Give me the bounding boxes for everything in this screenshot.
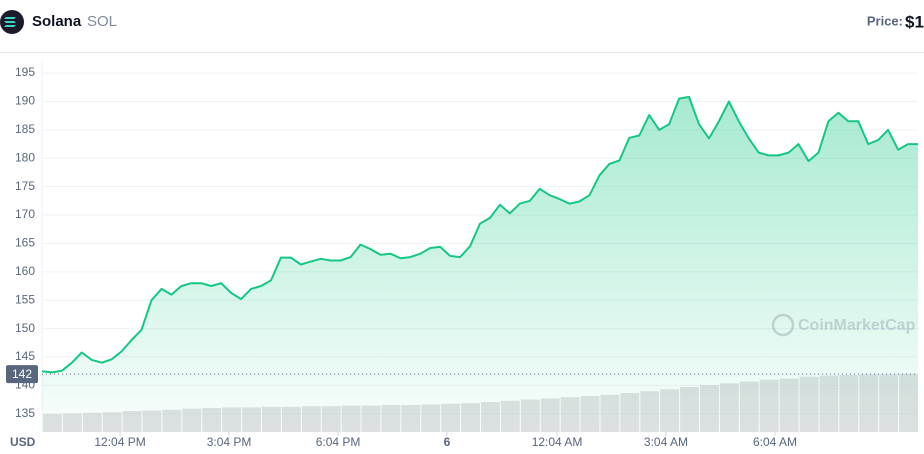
y-tick-label: 195	[15, 65, 35, 79]
price-area	[42, 96, 918, 433]
logo-mark	[4, 17, 16, 27]
x-tick-label: 12:04 PM	[94, 435, 145, 449]
y-tick-label: 135	[15, 406, 35, 420]
reference-label-bg	[6, 365, 38, 384]
y-tick-label: 180	[15, 150, 35, 164]
y-tick-label: 175	[15, 179, 35, 193]
x-tick-label: 6	[444, 435, 451, 449]
watermark-logo	[771, 313, 795, 337]
y-tick-label: 185	[15, 122, 35, 136]
y-tick-label: 145	[15, 349, 35, 363]
currency-label: USD	[10, 435, 36, 449]
x-tick-label: 6:04 AM	[753, 435, 797, 449]
x-tick-label: 3:04 AM	[644, 435, 688, 449]
price-label: Price:	[867, 13, 903, 28]
x-tick-label: 3:04 PM	[207, 435, 252, 449]
coin-name: Solana	[32, 13, 82, 30]
x-tick-label: 12:04 AM	[532, 435, 583, 449]
y-tick-label: 190	[15, 94, 35, 108]
y-tick-label: 165	[15, 236, 35, 250]
y-tick-label: 150	[15, 321, 35, 335]
price: $1	[905, 12, 924, 31]
y-tick-label: 170	[15, 207, 35, 221]
x-tick-label: 6:04 PM	[316, 435, 361, 449]
y-tick-label: 155	[15, 292, 35, 306]
reference-label: 142	[12, 367, 32, 381]
y-tick-label: 160	[15, 264, 35, 278]
coin-symbol: SOL	[87, 13, 117, 30]
watermark-text: CoinMarketCap	[798, 317, 916, 334]
price-line	[41, 95, 918, 374]
watermark: CoinMarketCap	[771, 313, 916, 337]
header-bg	[0, 0, 924, 52]
